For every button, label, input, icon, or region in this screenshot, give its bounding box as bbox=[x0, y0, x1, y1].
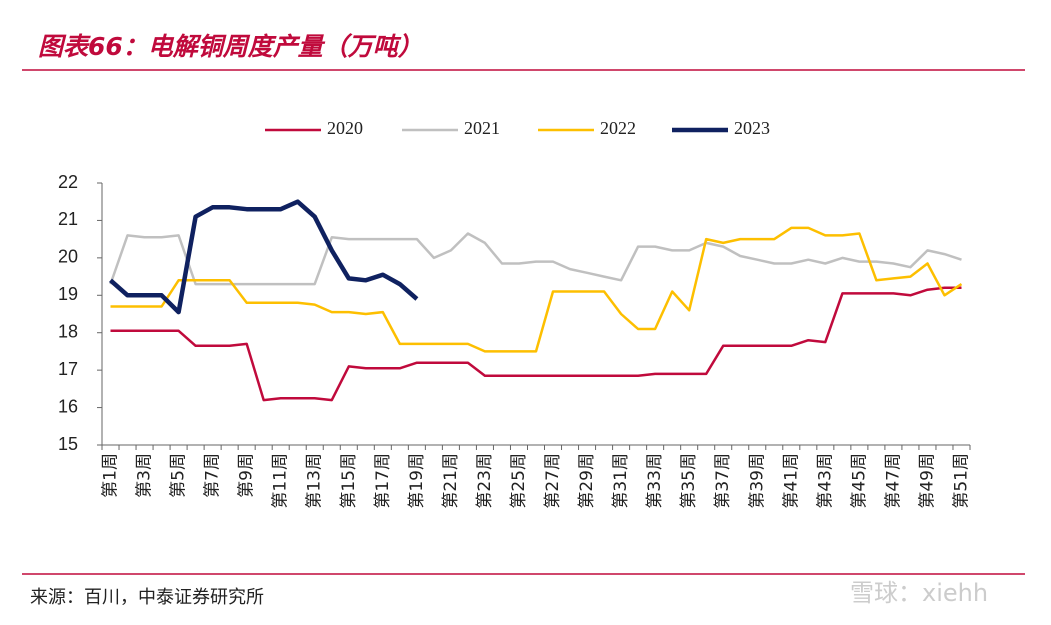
line-series bbox=[109, 199, 419, 315]
x-tick-label: 第9周 bbox=[237, 453, 257, 498]
x-tick-label: 第37周 bbox=[713, 453, 733, 509]
x-tick-label: 第19周 bbox=[407, 453, 427, 509]
x-tick-label: 第15周 bbox=[339, 453, 359, 509]
x-tick-label: 第1周 bbox=[101, 453, 121, 498]
x-tick-label: 第7周 bbox=[203, 453, 223, 498]
y-tick-label: 22 bbox=[58, 172, 78, 192]
line-series bbox=[110, 226, 963, 353]
x-tick-label: 第25周 bbox=[509, 453, 529, 509]
y-tick-label: 17 bbox=[58, 359, 78, 379]
x-tick-label: 第11周 bbox=[271, 453, 291, 509]
x-tick-label: 第13周 bbox=[305, 453, 325, 509]
line-series bbox=[109, 232, 962, 286]
x-tick-label: 第45周 bbox=[849, 453, 869, 509]
x-tick-label: 第33周 bbox=[645, 453, 665, 509]
y-tick-label: 21 bbox=[58, 209, 78, 229]
x-tick-label: 第49周 bbox=[917, 453, 937, 509]
legend-label: 2021 bbox=[464, 118, 500, 138]
legend-label: 2022 bbox=[600, 118, 636, 138]
source: 来源：百川，中泰证券研究所 bbox=[30, 587, 264, 608]
y-tick-label: 16 bbox=[58, 396, 78, 416]
x-tick-label: 第27周 bbox=[543, 453, 563, 509]
y-tick-label: 20 bbox=[58, 247, 78, 267]
x-tick-label: 第3周 bbox=[135, 453, 155, 498]
x-tick-label: 第39周 bbox=[747, 453, 767, 509]
x-tick-label: 第43周 bbox=[815, 453, 835, 509]
x-tick-label: 第17周 bbox=[373, 453, 393, 509]
legend-label: 2020 bbox=[327, 118, 363, 138]
x-tick-label: 第35周 bbox=[679, 453, 699, 509]
x-tick-label: 第47周 bbox=[883, 453, 903, 509]
line-series bbox=[110, 286, 962, 402]
x-tick-label: 第41周 bbox=[781, 453, 801, 509]
y-tick-label: 19 bbox=[58, 284, 78, 304]
y-tick-label: 15 bbox=[58, 434, 78, 454]
x-tick-label: 第51周 bbox=[951, 453, 971, 509]
legend-label: 2023 bbox=[734, 118, 770, 138]
y-tick-label: 18 bbox=[58, 321, 78, 341]
x-tick-label: 第23周 bbox=[475, 453, 495, 509]
watermark: 雪球：xiehh bbox=[850, 579, 988, 607]
x-tick-label: 第31周 bbox=[611, 453, 631, 509]
x-tick-label: 第5周 bbox=[169, 453, 189, 498]
chart-title: 图表66：电解铜周度产量（万吨） bbox=[38, 32, 423, 61]
x-tick-label: 第21周 bbox=[441, 453, 461, 509]
x-tick-label: 第29周 bbox=[577, 453, 597, 509]
